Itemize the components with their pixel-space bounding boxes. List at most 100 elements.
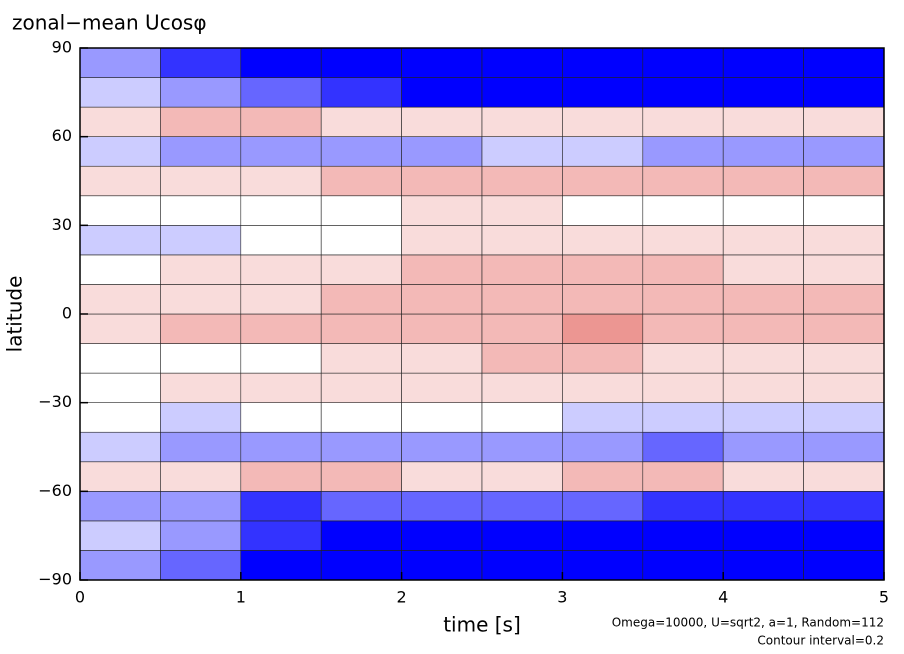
x-tick-label: 3 — [557, 588, 567, 607]
cell — [240, 284, 322, 315]
cell — [722, 372, 804, 403]
cell — [160, 165, 242, 197]
cell — [320, 520, 402, 551]
cell — [722, 254, 804, 285]
cell — [160, 195, 242, 226]
cell — [79, 343, 161, 374]
cell — [481, 77, 563, 108]
cell — [160, 313, 242, 344]
cell — [320, 106, 402, 137]
cell — [803, 106, 885, 137]
cell — [722, 284, 804, 315]
cell — [562, 47, 644, 78]
cell — [562, 343, 644, 374]
cell — [160, 254, 242, 285]
cell — [401, 47, 483, 78]
cell — [562, 195, 644, 226]
chart-title: zonal−mean Ucosφ — [12, 11, 207, 35]
note: Omega=10000, U=sqrt2, a=1, Random=112 — [612, 616, 884, 630]
cell — [401, 77, 483, 108]
cell — [79, 313, 161, 344]
cell — [160, 77, 242, 108]
cell — [481, 284, 563, 315]
cell — [79, 136, 161, 167]
cell — [481, 343, 563, 374]
cell — [401, 313, 483, 344]
cell — [481, 136, 563, 167]
cell — [642, 195, 724, 226]
y-tick-label: 30 — [52, 215, 72, 234]
cell — [79, 254, 161, 285]
cell — [562, 431, 644, 463]
cell — [642, 402, 724, 433]
cell — [320, 195, 402, 226]
cell — [401, 225, 483, 256]
cell — [401, 491, 483, 522]
cell — [240, 491, 322, 522]
cell — [240, 106, 322, 137]
cell — [401, 431, 483, 463]
cell — [79, 195, 161, 226]
cell — [320, 431, 402, 463]
cell — [79, 461, 161, 492]
cell — [803, 313, 885, 344]
cell — [722, 431, 804, 463]
cell — [481, 313, 563, 344]
cell — [722, 550, 804, 581]
note: Contour interval=0.2 — [757, 634, 884, 648]
cell — [320, 313, 402, 344]
cell — [562, 77, 644, 108]
cell — [240, 372, 322, 403]
cell — [803, 343, 885, 374]
cell — [722, 165, 804, 197]
cell — [160, 284, 242, 315]
cell — [481, 520, 563, 551]
cell — [803, 47, 885, 78]
cell — [320, 254, 402, 285]
cell — [79, 106, 161, 137]
cell — [803, 372, 885, 403]
cell — [160, 372, 242, 403]
cell — [642, 225, 724, 256]
cell — [803, 77, 885, 108]
cell — [642, 343, 724, 374]
cell — [79, 431, 161, 463]
cell — [320, 225, 402, 256]
cell — [722, 136, 804, 167]
cell — [803, 520, 885, 551]
cell — [320, 284, 402, 315]
cell — [481, 550, 563, 581]
cell — [79, 520, 161, 551]
cell — [240, 165, 322, 197]
cell — [562, 520, 644, 551]
cell — [160, 47, 242, 78]
cell — [642, 106, 724, 137]
cell — [160, 491, 242, 522]
cell — [722, 77, 804, 108]
cell — [401, 520, 483, 551]
cell — [481, 372, 563, 403]
y-tick-label: −90 — [38, 570, 72, 589]
cell — [481, 461, 563, 492]
cell — [722, 520, 804, 551]
cell — [562, 491, 644, 522]
cell — [722, 313, 804, 344]
cell — [401, 402, 483, 433]
cell — [401, 195, 483, 226]
cell — [562, 165, 644, 197]
cell — [642, 372, 724, 403]
cell — [320, 77, 402, 108]
cell — [160, 431, 242, 463]
cell — [240, 136, 322, 167]
cell — [722, 343, 804, 374]
cell — [481, 106, 563, 137]
cell — [79, 225, 161, 256]
cell — [401, 461, 483, 492]
cell — [562, 550, 644, 581]
cell — [642, 491, 724, 522]
cell — [803, 550, 885, 581]
cell — [481, 195, 563, 226]
cell — [160, 106, 242, 137]
cell — [562, 402, 644, 433]
